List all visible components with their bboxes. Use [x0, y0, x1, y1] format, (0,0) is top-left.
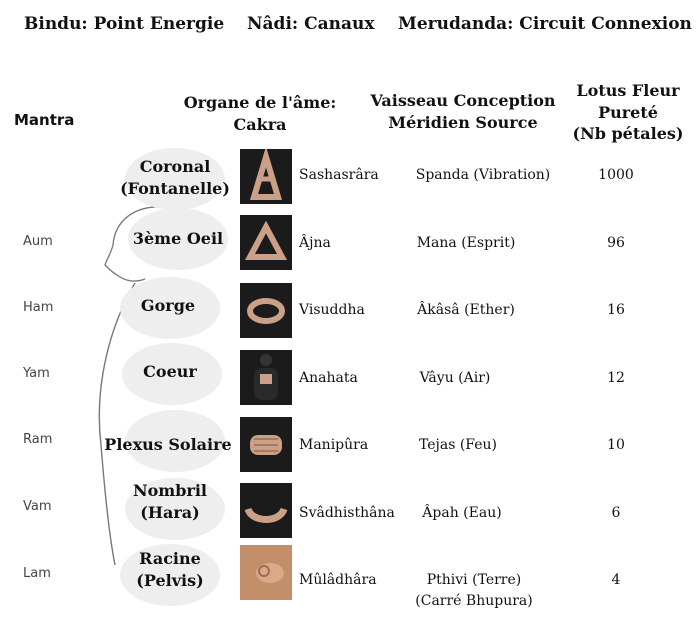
location-line1: Coronal: [139, 157, 211, 176]
mantra-syllable: Aum: [23, 234, 53, 249]
hands-pyramid-icon: [240, 149, 292, 204]
location-label: Coronal (Fontanelle): [105, 156, 245, 201]
element-line1: Âpah (Eau): [422, 505, 502, 521]
element-line1: Âkâsâ (Ether): [417, 302, 515, 318]
petal-count: 4: [611, 572, 621, 588]
location-line2: (Hara): [140, 503, 200, 523]
chakra-name: Manipûra: [299, 437, 369, 453]
location-label: Gorge: [98, 295, 238, 317]
mantra-syllable: Ram: [23, 432, 53, 447]
location-line1: Plexus Solaire: [104, 435, 232, 454]
location-label: Plexus Solaire: [98, 434, 238, 456]
element-name: Âkâsâ (Ether): [386, 300, 546, 321]
element-name: Tejas (Feu): [378, 435, 538, 456]
location-line1: Racine: [139, 549, 201, 568]
location-line1: Gorge: [140, 296, 196, 315]
organ-header-line1: Organe de l'âme:: [183, 93, 337, 112]
lotus-header-line1: Lotus Fleur: [576, 81, 680, 100]
location-bubble: [120, 277, 220, 339]
location-line1: Coeur: [143, 362, 197, 381]
hands-circle-icon: [240, 283, 292, 338]
location-label: Racine (Pelvis): [100, 548, 240, 593]
location-line2: (Fontanelle): [120, 179, 230, 199]
mantra-syllable: Yam: [23, 366, 50, 381]
chakra-name: Mûlâdhâra: [299, 572, 377, 588]
location-line1: Nombril: [133, 481, 207, 500]
location-bubble: [125, 148, 225, 210]
mantra-syllable: Lam: [23, 566, 51, 581]
location-line2: (Pelvis): [136, 571, 204, 591]
petal-count: 16: [607, 302, 625, 318]
chakra-name: Âjna: [299, 235, 331, 251]
element-line1: Tejas (Feu): [418, 437, 498, 453]
hands-cupped-icon: [240, 483, 292, 538]
hands-interlaced-icon: [240, 417, 292, 472]
location-label: 3ème Oeil: [108, 228, 248, 250]
chakra-name: Svâdhisthâna: [299, 505, 395, 521]
seated-figure-icon: [240, 350, 292, 405]
element-line1: Vâyu (Air): [419, 370, 491, 386]
element-name: Vâyu (Air): [375, 368, 535, 389]
petal-count: 6: [611, 505, 621, 521]
lotus-header-line2: Pureté: [598, 102, 658, 122]
location-bubble: [128, 208, 228, 270]
location-bubble: [125, 410, 225, 472]
element-line1: Spanda (Vibration): [415, 167, 551, 183]
vessel-header-line1: Vaisseau Conception: [370, 91, 556, 110]
petal-count: 10: [607, 437, 625, 453]
top-label-nadi: Nâdi: Canaux: [247, 14, 375, 34]
location-line1: 3ème Oeil: [132, 229, 224, 248]
element-name: Pthivi (Terre) (Carré Bhupura): [394, 570, 554, 612]
element-line1: Pthivi (Terre): [426, 572, 522, 588]
petal-count: 12: [607, 370, 625, 386]
hand-mudra-icon: [240, 545, 292, 600]
mantra-syllable: Ham: [23, 300, 54, 315]
top-label-merudanda: Merudanda: Circuit Connexion: [398, 14, 692, 34]
vessel-header-line2: Méridien Source: [388, 112, 538, 132]
element-name: Âpah (Eau): [382, 503, 542, 524]
location-bubble: [122, 343, 222, 405]
hands-triangle-icon: [240, 215, 292, 270]
location-bubble: [125, 478, 225, 540]
petal-count: 96: [607, 235, 625, 251]
element-name: Mana (Esprit): [386, 233, 546, 254]
chakra-name: Visuddha: [299, 302, 365, 318]
mantra-syllable: Vam: [23, 499, 52, 514]
vessel-header: Vaisseau Conception Méridien Source: [368, 90, 558, 133]
chakra-name: Sashasrâra: [299, 167, 379, 183]
location-label: Nombril (Hara): [100, 480, 240, 525]
element-line1: Mana (Esprit): [416, 235, 516, 251]
lotus-header-line3: (Nb pétales): [572, 124, 684, 144]
top-label-bindu: Bindu: Point Energie: [24, 14, 225, 34]
lotus-header: Lotus Fleur Pureté (Nb pétales): [566, 80, 690, 145]
mantra-header: Mantra: [14, 111, 75, 129]
location-label: Coeur: [100, 361, 240, 383]
petal-count: 1000: [598, 167, 634, 183]
organ-header-line2: Cakra: [233, 114, 287, 134]
chakra-name: Anahata: [299, 370, 358, 386]
element-name: Spanda (Vibration): [403, 165, 563, 186]
location-bubble: [120, 544, 220, 606]
organ-header: Organe de l'âme: Cakra: [180, 92, 340, 135]
element-line2: (Carré Bhupura): [415, 593, 533, 609]
